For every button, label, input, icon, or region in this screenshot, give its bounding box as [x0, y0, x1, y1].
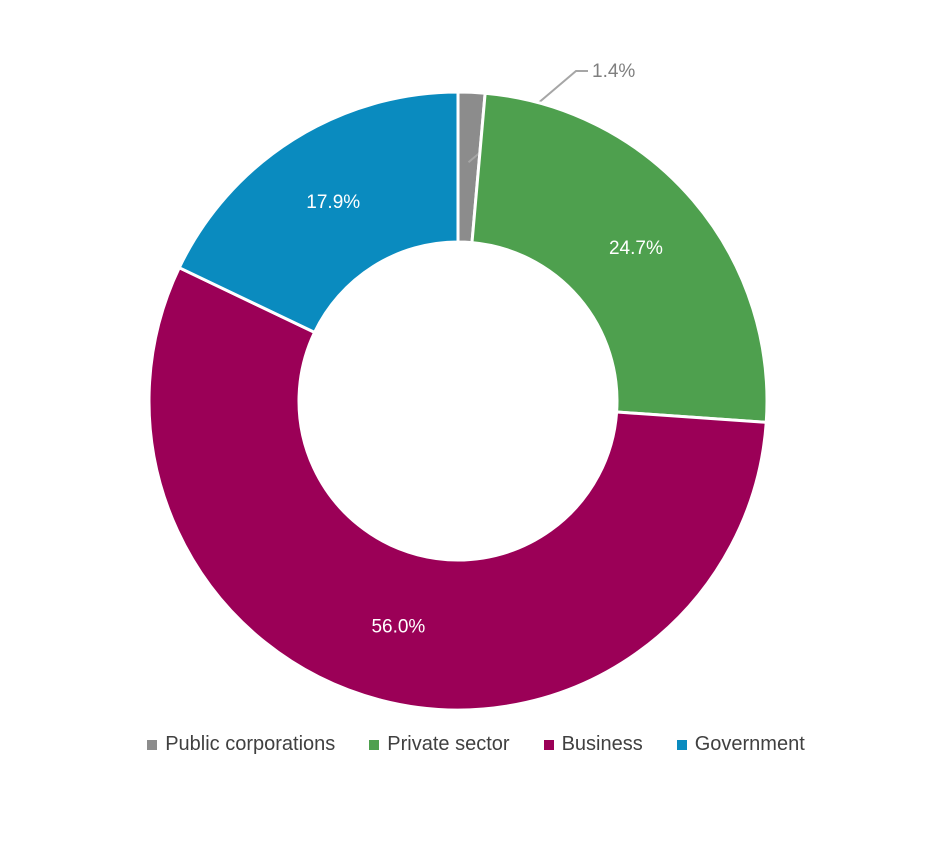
slice-business — [147, 265, 768, 712]
data-label-private-sector: 24.7% — [609, 238, 663, 259]
legend: Public corporations Private sector Busines… — [0, 733, 952, 756]
legend-label: Private sector — [387, 733, 510, 755]
slice-government — [177, 90, 460, 335]
slice-private-sector — [470, 91, 769, 424]
legend-swatch — [147, 739, 158, 750]
legend-item-business: Business — [543, 733, 643, 756]
legend-label: Business — [561, 733, 643, 755]
legend-label: Government — [694, 733, 805, 755]
legend-swatch — [676, 739, 687, 750]
data-label-government: 17.9% — [306, 192, 360, 213]
data-label-business: 56.0% — [371, 616, 425, 637]
legend-item-public-corporations: Public corporations — [147, 733, 335, 756]
legend-label: Public corporations — [165, 733, 336, 755]
legend-item-government: Government — [676, 733, 805, 756]
legend-swatch — [369, 739, 380, 750]
legend-item-private-sector: Private sector — [369, 733, 510, 756]
data-label-public-corporations: 1.4% — [592, 61, 635, 82]
legend-swatch — [543, 739, 554, 750]
